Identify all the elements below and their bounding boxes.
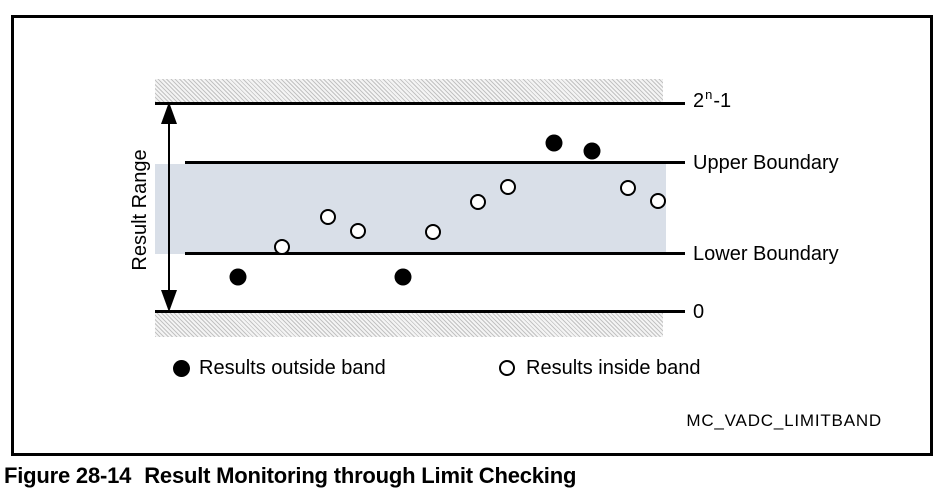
result-inside-dot — [500, 179, 516, 195]
legend-inside-band: Results inside band — [499, 356, 701, 380]
max-base: 2 — [693, 90, 705, 112]
zero-label: 0 — [693, 301, 705, 323]
figure-caption: Figure 28-14 Result Monitoring through Li… — [4, 463, 576, 489]
max-value-label: 2n-1 — [693, 87, 732, 112]
upper-boundary-line — [185, 161, 685, 164]
result-outside-dot — [394, 268, 412, 286]
limit-band — [155, 164, 666, 254]
max-rest: -1 — [713, 90, 732, 112]
result-range-arrow-icon — [161, 102, 177, 312]
lower-boundary-line — [185, 252, 685, 255]
figure-frame — [11, 15, 933, 456]
upper-boundary-label: Upper Boundary — [693, 152, 839, 174]
legend-outside-band: Results outside band — [173, 356, 386, 380]
result-inside-dot — [274, 239, 290, 255]
legend-inside-label: Results inside band — [526, 356, 701, 379]
zero-line — [155, 310, 685, 313]
open-dot-icon — [499, 360, 515, 376]
result-outside-dot — [583, 142, 601, 160]
result-inside-dot — [620, 180, 636, 196]
result-inside-dot — [425, 224, 441, 240]
out-of-range-hatch-top — [155, 79, 663, 102]
result-outside-dot — [229, 268, 247, 286]
result-inside-dot — [650, 193, 666, 209]
limit-checking-diagram: Result Range 2n-1 Upper Boundary Lower B… — [11, 15, 933, 456]
out-of-range-hatch-bottom — [155, 313, 663, 337]
caption-number: Figure 28-14 — [4, 463, 132, 488]
filled-dot-icon — [173, 359, 190, 377]
max-exponent: n — [705, 87, 713, 103]
result-inside-dot — [320, 209, 336, 225]
caption-title: Result Monitoring through Limit Checking — [144, 463, 577, 488]
figure-id-label: MC_VADC_LIMITBAND — [686, 411, 882, 430]
max-value-line — [155, 102, 685, 105]
result-inside-dot — [350, 223, 366, 239]
dots-layer — [11, 15, 933, 456]
legend-outside-label: Results outside band — [199, 356, 386, 379]
lower-boundary-label: Lower Boundary — [693, 243, 839, 265]
result-outside-dot — [545, 134, 563, 152]
result-inside-dot — [470, 194, 486, 210]
